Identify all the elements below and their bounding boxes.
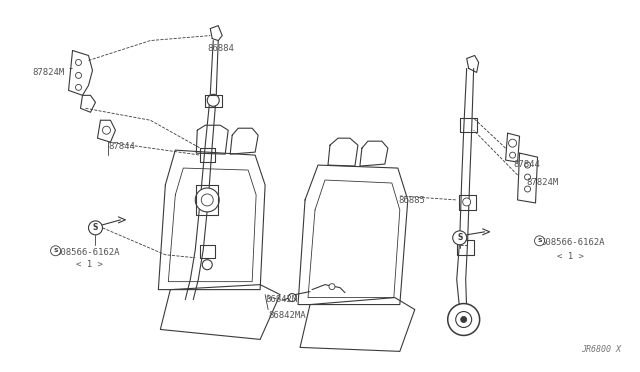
Circle shape xyxy=(456,311,472,327)
Text: JR6800 X: JR6800 X xyxy=(581,345,621,355)
Circle shape xyxy=(201,194,213,206)
Circle shape xyxy=(288,294,296,302)
Circle shape xyxy=(76,60,81,65)
Circle shape xyxy=(509,139,516,147)
Text: < 1 >: < 1 > xyxy=(557,252,584,261)
Text: 86885: 86885 xyxy=(399,196,426,205)
Text: 87824M: 87824M xyxy=(527,178,559,187)
Circle shape xyxy=(448,304,479,336)
Circle shape xyxy=(195,188,220,212)
Circle shape xyxy=(534,236,545,246)
Circle shape xyxy=(509,152,516,158)
Text: S: S xyxy=(93,223,98,232)
Circle shape xyxy=(461,317,467,323)
Text: 87844: 87844 xyxy=(513,160,540,169)
Circle shape xyxy=(463,198,470,206)
Text: S: S xyxy=(537,238,542,243)
Circle shape xyxy=(76,73,81,78)
Text: 87844: 87844 xyxy=(108,142,135,151)
Circle shape xyxy=(452,231,467,245)
Circle shape xyxy=(76,84,81,90)
Text: 86884: 86884 xyxy=(207,44,234,52)
Text: 87824M: 87824M xyxy=(33,68,65,77)
Circle shape xyxy=(51,246,61,256)
Circle shape xyxy=(102,126,111,134)
Circle shape xyxy=(88,221,102,235)
Text: < 1 >: < 1 > xyxy=(76,260,102,269)
Text: S08566-6162A: S08566-6162A xyxy=(56,248,120,257)
Circle shape xyxy=(202,260,212,270)
Circle shape xyxy=(329,283,335,290)
Text: S08566-6162A: S08566-6162A xyxy=(541,238,605,247)
Text: 86842MA: 86842MA xyxy=(268,311,306,320)
Text: S: S xyxy=(53,248,58,253)
Circle shape xyxy=(525,186,531,192)
Text: 86842M: 86842M xyxy=(265,295,298,304)
Circle shape xyxy=(525,174,531,180)
Circle shape xyxy=(207,94,220,106)
Circle shape xyxy=(525,162,531,168)
Text: S: S xyxy=(457,233,462,242)
